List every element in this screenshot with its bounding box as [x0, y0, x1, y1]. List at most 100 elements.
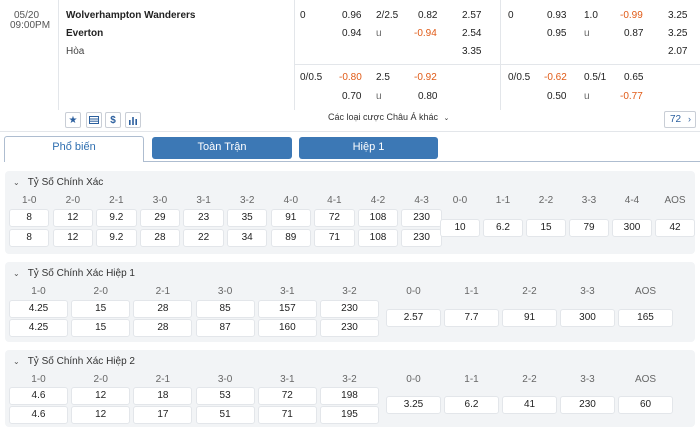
- score-odds-cell[interactable]: 79: [569, 219, 609, 237]
- score-odds-cell[interactable]: 72: [257, 387, 317, 405]
- x2-home-odds[interactable]: 3.25: [668, 10, 688, 21]
- score-odds-cell[interactable]: 18: [133, 387, 193, 405]
- score-odds-cell[interactable]: 4.25: [9, 319, 68, 337]
- x2-draw-odds[interactable]: 2.07: [668, 46, 688, 57]
- score-odds-cell[interactable]: 165: [618, 309, 673, 327]
- score-odds-cell[interactable]: 230: [560, 396, 615, 414]
- score-odds-cell[interactable]: 28: [133, 300, 193, 318]
- away-team[interactable]: Everton: [66, 28, 104, 39]
- score-odds-cell[interactable]: 87: [195, 319, 255, 337]
- dollar-icon[interactable]: $: [105, 112, 121, 128]
- score-odds-cell[interactable]: 41: [502, 396, 557, 414]
- score-odds-cell[interactable]: 4.6: [9, 387, 68, 405]
- score-odds-cell[interactable]: 12: [52, 229, 93, 247]
- score-odds-cell[interactable]: 195: [320, 406, 379, 424]
- x12-away-odds[interactable]: 2.54: [462, 28, 482, 39]
- score-odds-cell[interactable]: 108: [357, 229, 399, 247]
- score-odds-cell[interactable]: 230: [320, 300, 379, 318]
- favorite-star-icon[interactable]: ★: [65, 112, 81, 128]
- tab-underline: [144, 161, 700, 162]
- score-odds-cell[interactable]: 230: [401, 229, 442, 247]
- ou-under-odds[interactable]: -0.94: [414, 28, 437, 39]
- score-odds-cell[interactable]: 9.2: [96, 209, 137, 227]
- ou-over-odds-h1[interactable]: -0.92: [414, 72, 437, 83]
- x12-draw-odds[interactable]: 3.35: [462, 46, 482, 57]
- ou2-over-odds[interactable]: -0.99: [620, 10, 643, 21]
- score-odds-cell[interactable]: 7.7: [444, 309, 499, 327]
- score-odds-cell[interactable]: 4.6: [9, 406, 68, 424]
- ou2-under-odds-h1[interactable]: -0.77: [620, 91, 643, 102]
- score-header: 4-2: [370, 195, 386, 206]
- x12-home-odds[interactable]: 2.57: [462, 10, 482, 21]
- score-odds-cell[interactable]: 71: [257, 406, 317, 424]
- section-header[interactable]: ⌄ Tỷ Số Chính Xác Hiệp 1: [13, 268, 135, 279]
- score-odds-cell[interactable]: 28: [139, 229, 181, 247]
- score-odds-cell[interactable]: 17: [133, 406, 193, 424]
- score-odds-cell[interactable]: 12: [71, 406, 131, 424]
- ah-away-odds-h1[interactable]: 0.70: [342, 91, 362, 102]
- score-odds-cell[interactable]: 71: [314, 229, 355, 247]
- score-odds-cell[interactable]: 51: [195, 406, 255, 424]
- section-header[interactable]: ⌄ Tỷ Số Chính Xác Hiệp 2: [13, 356, 135, 367]
- score-odds-cell[interactable]: 300: [612, 219, 652, 237]
- bar-chart-icon[interactable]: [125, 112, 141, 128]
- score-odds-cell[interactable]: 91: [270, 209, 311, 227]
- score-odds-cell[interactable]: 8: [9, 229, 50, 247]
- score-odds-cell[interactable]: 22: [183, 229, 224, 247]
- score-odds-cell[interactable]: 108: [357, 209, 399, 227]
- score-odds-cell[interactable]: 230: [320, 319, 379, 337]
- ah-away-odds[interactable]: 0.94: [342, 28, 362, 39]
- tab-first-half[interactable]: Hiệp 1: [299, 137, 438, 159]
- ou-under-label-h1: u: [376, 91, 382, 102]
- bet-count-button[interactable]: 72 ›: [664, 111, 696, 128]
- score-odds-cell[interactable]: 15: [71, 319, 131, 337]
- ah2-home-odds[interactable]: 0.93: [547, 10, 567, 21]
- score-odds-cell[interactable]: 4.25: [9, 300, 68, 318]
- score-odds-cell[interactable]: 6.2: [483, 219, 523, 237]
- score-odds-cell[interactable]: 9.2: [96, 229, 137, 247]
- score-odds-cell[interactable]: 60: [618, 396, 673, 414]
- score-odds-cell[interactable]: 160: [257, 319, 317, 337]
- score-odds-cell[interactable]: 10: [440, 219, 480, 237]
- ou2-under-odds[interactable]: 0.87: [624, 28, 644, 39]
- score-odds-cell[interactable]: 42: [655, 219, 695, 237]
- score-odds-cell[interactable]: 6.2: [444, 396, 499, 414]
- score-odds-cell[interactable]: 29: [139, 209, 181, 227]
- score-odds-cell[interactable]: 28: [133, 319, 193, 337]
- x2-away-odds[interactable]: 3.25: [668, 28, 688, 39]
- score-odds-cell[interactable]: 23: [183, 209, 224, 227]
- ou-over-odds[interactable]: 0.82: [418, 10, 438, 21]
- tab-full-match[interactable]: Toàn Trận: [152, 137, 292, 159]
- score-odds-cell[interactable]: 12: [71, 387, 131, 405]
- ah2-away-odds[interactable]: 0.95: [547, 28, 567, 39]
- score-odds-cell[interactable]: 89: [270, 229, 311, 247]
- score-odds-cell[interactable]: 300: [560, 309, 615, 327]
- ou-under-odds-h1[interactable]: 0.80: [418, 91, 438, 102]
- score-odds-cell[interactable]: 157: [257, 300, 317, 318]
- score-odds-cell[interactable]: 2.57: [386, 309, 441, 327]
- home-team[interactable]: Wolverhampton Wanderers: [66, 10, 196, 21]
- score-odds-cell[interactable]: 8: [9, 209, 50, 227]
- score-odds-cell[interactable]: 3.25: [386, 396, 441, 414]
- more-bets-dropdown[interactable]: Các loại cược Châu Á khác ⌄: [328, 112, 449, 122]
- score-odds-cell[interactable]: 15: [526, 219, 566, 237]
- score-odds-cell[interactable]: 91: [502, 309, 557, 327]
- tab-popular[interactable]: Phổ biến: [4, 136, 144, 162]
- score-odds-cell[interactable]: 35: [227, 209, 268, 227]
- ah2-away-odds-h1[interactable]: 0.50: [547, 91, 567, 102]
- score-odds-cell[interactable]: 198: [320, 387, 379, 405]
- score-odds-cell[interactable]: 34: [227, 229, 268, 247]
- score-odds-cell[interactable]: 15: [71, 300, 131, 318]
- ou2-over-odds-h1[interactable]: 0.65: [624, 72, 644, 83]
- score-odds-cell[interactable]: 230: [401, 209, 442, 227]
- score-header: 2-1: [155, 286, 171, 297]
- ah-home-odds-h1[interactable]: -0.80: [339, 72, 362, 83]
- score-odds-cell[interactable]: 85: [195, 300, 255, 318]
- score-odds-cell[interactable]: 72: [314, 209, 355, 227]
- ah2-home-odds-h1[interactable]: -0.62: [544, 72, 567, 83]
- ah-home-odds[interactable]: 0.96: [342, 10, 362, 21]
- section-header[interactable]: ⌄ Tỷ Số Chính Xác: [13, 177, 103, 188]
- score-odds-cell[interactable]: 12: [52, 209, 93, 227]
- stats-card-icon[interactable]: [86, 112, 102, 128]
- score-odds-cell[interactable]: 53: [195, 387, 255, 405]
